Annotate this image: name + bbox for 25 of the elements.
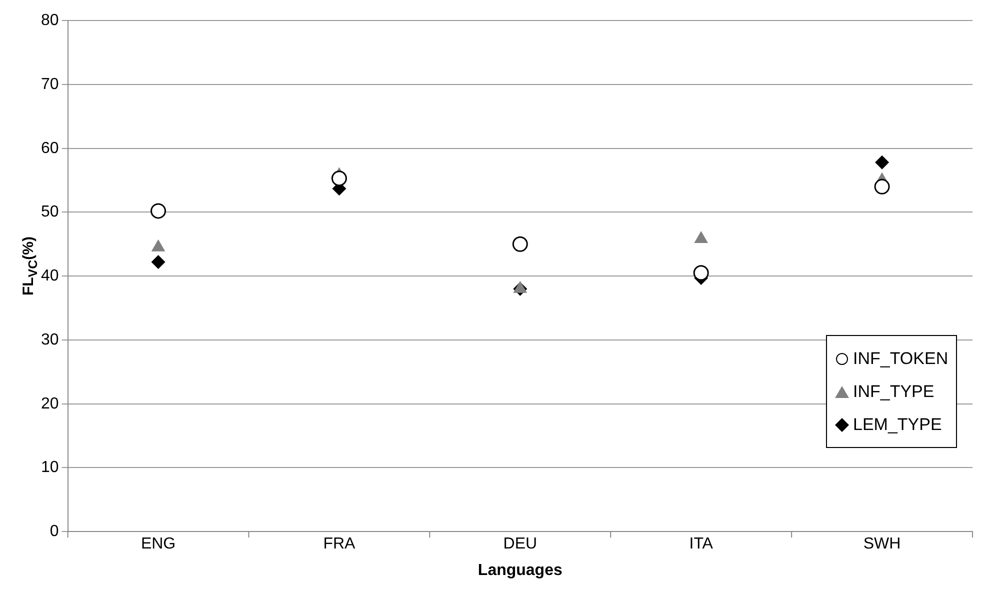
y-tick-label: 40 <box>41 268 59 285</box>
point <box>151 255 166 270</box>
y-tick-label: 70 <box>41 76 59 93</box>
y-tick-label: 80 <box>41 12 59 30</box>
y-tick-label: 10 <box>41 459 59 476</box>
point <box>512 236 528 252</box>
y-tick-label: 60 <box>41 140 59 157</box>
y-tick-label: 50 <box>41 204 59 221</box>
point <box>150 203 166 219</box>
x-tick-label: SWH <box>863 536 901 553</box>
y-tick-label: 0 <box>50 523 59 540</box>
point <box>874 178 890 194</box>
point <box>331 170 347 186</box>
x-tick-label: ITA <box>689 536 714 553</box>
y-tick-label: 20 <box>41 395 59 412</box>
x-axis-title: Languages <box>478 562 562 579</box>
x-tick-label: ENG <box>140 536 176 553</box>
y-tick-label: 30 <box>41 331 59 348</box>
x-tick-label: FRA <box>323 536 356 553</box>
legend-label: LEM_TYPE <box>853 414 942 434</box>
legend-label: INF_TOKEN <box>853 348 948 368</box>
point <box>875 155 890 170</box>
x-tick-label: DEU <box>503 536 538 553</box>
legend-label: INF_TYPE <box>853 382 934 402</box>
point <box>693 265 709 281</box>
